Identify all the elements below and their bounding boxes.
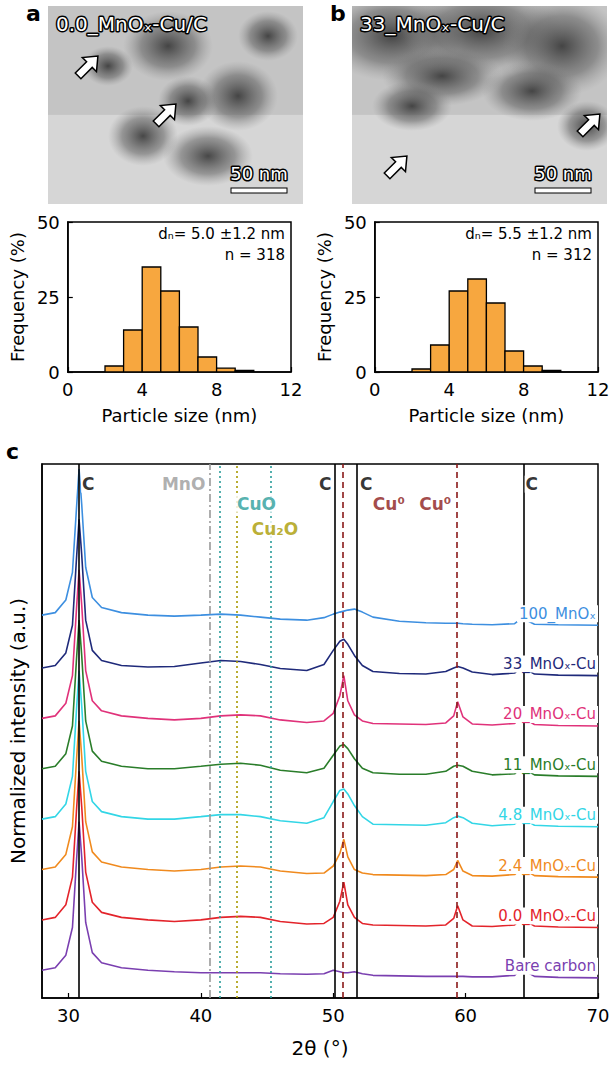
svg-text:Frequency (%): Frequency (%) <box>314 232 335 362</box>
svg-text:0: 0 <box>369 379 380 400</box>
svg-text:dₙ= 5.5 ±1.2 nm: dₙ= 5.5 ±1.2 nm <box>465 225 592 243</box>
svg-text:C: C <box>319 474 331 494</box>
svg-text:33_MnOₓ-Cu/C: 33_MnOₓ-Cu/C <box>360 12 505 36</box>
svg-text:Cu₂O: Cu₂O <box>252 519 298 539</box>
svg-text:4: 4 <box>443 379 454 400</box>
svg-text:25: 25 <box>37 287 60 308</box>
svg-text:0.0_MnOₓ-Cu/C: 0.0_MnOₓ-Cu/C <box>56 12 207 36</box>
svg-text:Frequency (%): Frequency (%) <box>7 232 28 362</box>
svg-text:12: 12 <box>280 379 303 400</box>
svg-text:60: 60 <box>454 1005 477 1026</box>
svg-text:100_MnOₓ: 100_MnOₓ <box>519 605 596 624</box>
svg-text:Cu⁰: Cu⁰ <box>373 494 405 514</box>
svg-text:0.0_MnOₓ-Cu: 0.0_MnOₓ-Cu <box>498 907 596 926</box>
svg-text:Normalized intensity (a.u.): Normalized intensity (a.u.) <box>6 598 30 864</box>
svg-text:4: 4 <box>136 379 147 400</box>
svg-text:2.4_MnOₓ-Cu: 2.4_MnOₓ-Cu <box>498 857 596 876</box>
svg-text:n = 318: n = 318 <box>225 246 285 264</box>
svg-text:50 nm: 50 nm <box>230 163 288 184</box>
svg-text:Cu⁰: Cu⁰ <box>419 494 451 514</box>
svg-text:50 nm: 50 nm <box>534 163 592 184</box>
svg-text:Particle size (nm): Particle size (nm) <box>408 405 564 426</box>
svg-text:MnO: MnO <box>162 474 205 494</box>
html-text:a: a <box>26 1 41 26</box>
svg-text:2θ (°): 2θ (°) <box>292 1036 349 1060</box>
svg-text:33_MnOₓ-Cu: 33_MnOₓ-Cu <box>503 655 596 674</box>
svg-text:Particle size (nm): Particle size (nm) <box>101 405 257 426</box>
svg-text:dₙ= 5.0 ±1.2 nm: dₙ= 5.0 ±1.2 nm <box>158 225 285 243</box>
svg-text:C: C <box>360 474 372 494</box>
svg-text:70: 70 <box>587 1005 610 1026</box>
svg-text:11_MnOₓ-Cu: 11_MnOₓ-Cu <box>503 756 596 775</box>
svg-text:50: 50 <box>37 212 60 233</box>
svg-text:n = 312: n = 312 <box>532 246 592 264</box>
svg-text:CuO: CuO <box>237 494 276 514</box>
svg-text:C: C <box>526 474 538 494</box>
svg-text:50: 50 <box>344 212 367 233</box>
svg-text:8: 8 <box>518 379 529 400</box>
html-text:b: b <box>330 1 346 26</box>
svg-text:25: 25 <box>344 287 367 308</box>
svg-text:0: 0 <box>62 379 73 400</box>
svg-text:12: 12 <box>587 379 610 400</box>
svg-text:Bare carbon: Bare carbon <box>505 957 596 975</box>
html-text:c: c <box>6 439 19 464</box>
svg-text:C: C <box>82 474 94 494</box>
svg-text:40: 40 <box>189 1005 212 1026</box>
svg-text:0: 0 <box>48 362 59 383</box>
svg-text:30: 30 <box>57 1005 80 1026</box>
svg-text:4.8_MnOₓ-Cu: 4.8_MnOₓ-Cu <box>498 806 596 825</box>
svg-text:50: 50 <box>322 1005 345 1026</box>
svg-text:0: 0 <box>355 362 366 383</box>
svg-text:8: 8 <box>211 379 222 400</box>
svg-text:20_MnOₓ-Cu: 20_MnOₓ-Cu <box>503 705 596 724</box>
